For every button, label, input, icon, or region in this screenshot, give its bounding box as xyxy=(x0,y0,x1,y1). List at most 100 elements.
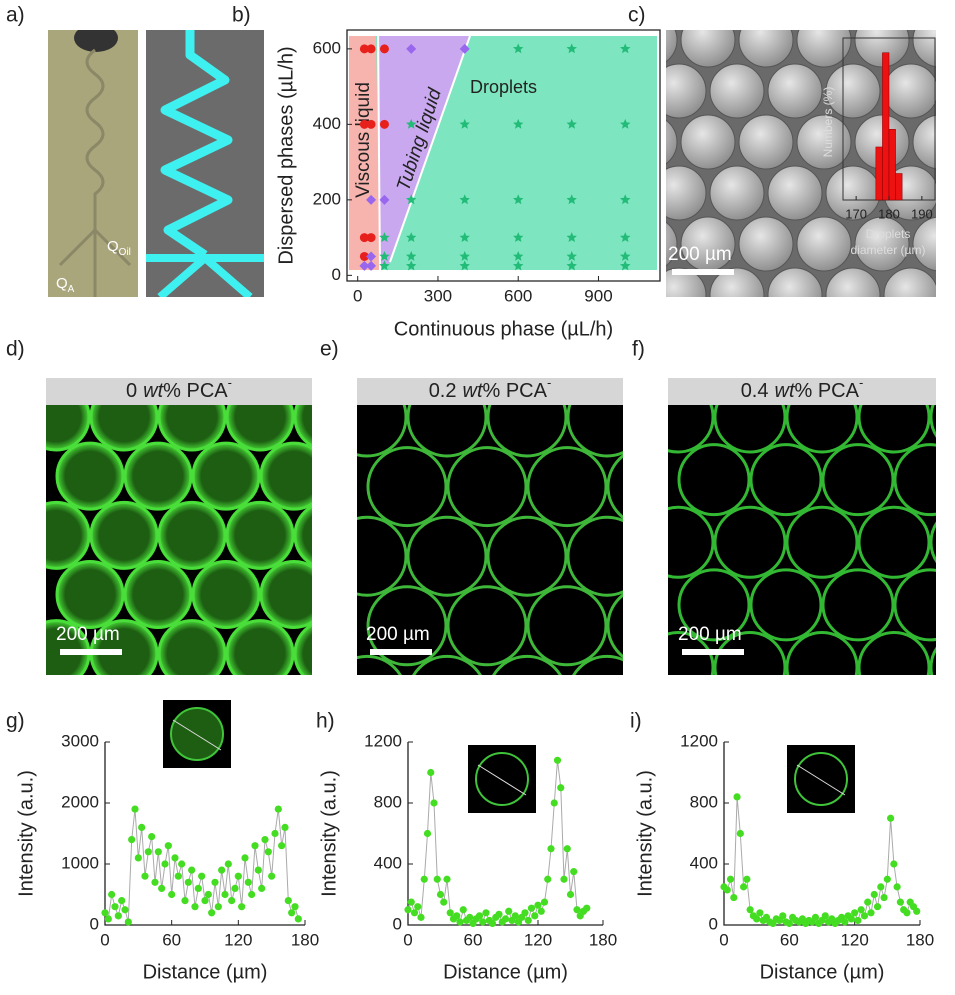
point xyxy=(366,260,377,271)
scale-bar xyxy=(682,649,744,655)
x-axis-label: Continuous phase (µL/h) xyxy=(394,318,613,340)
header-part: 0.2 xyxy=(429,380,457,402)
y-axis-label: Intensity (a.u.) xyxy=(15,770,37,897)
droplet xyxy=(929,521,936,564)
point xyxy=(537,907,545,915)
x-axis-label: Droplets xyxy=(866,227,911,241)
point xyxy=(151,878,159,886)
header-part: % PCA xyxy=(795,380,860,402)
point xyxy=(890,860,898,868)
x-tick-label: 300 xyxy=(424,286,452,305)
droplet xyxy=(709,267,765,297)
point xyxy=(359,233,369,243)
y-tick-label: 400 xyxy=(374,853,402,872)
point xyxy=(733,793,741,801)
header-part: - xyxy=(547,375,551,390)
point xyxy=(261,836,269,844)
y-axis-label: Intensity (a.u.) xyxy=(634,770,656,897)
point xyxy=(144,848,152,856)
point xyxy=(482,909,490,917)
point xyxy=(870,890,878,899)
droplet xyxy=(157,405,227,452)
x-tick-label: 170 xyxy=(845,206,867,221)
point xyxy=(284,897,292,905)
header-part: wt xyxy=(775,380,796,402)
panel-label: c) xyxy=(628,4,646,27)
scale-bar xyxy=(672,269,734,275)
point xyxy=(366,44,376,54)
fluorescence-image xyxy=(668,405,936,675)
y-tick-label: 400 xyxy=(313,114,341,133)
x-tick-label: 190 xyxy=(911,206,933,221)
x-axis-label: diameter (µm) xyxy=(851,243,926,257)
droplet xyxy=(89,405,159,452)
droplet xyxy=(227,739,293,805)
point xyxy=(883,875,891,883)
point xyxy=(264,848,272,856)
point xyxy=(124,918,132,926)
droplet xyxy=(406,515,488,597)
x-tick-label: 600 xyxy=(504,286,532,305)
droplet xyxy=(666,63,707,119)
phase-regions xyxy=(349,35,657,271)
point xyxy=(174,872,182,880)
scale-bar xyxy=(370,649,432,655)
droplet xyxy=(893,568,936,642)
inset-profile xyxy=(172,719,222,751)
y-tick-label: 3000 xyxy=(61,731,99,750)
droplet xyxy=(357,654,402,675)
point xyxy=(566,118,577,129)
point xyxy=(513,232,524,242)
point xyxy=(524,916,532,925)
droplet xyxy=(738,216,794,272)
point xyxy=(785,919,793,928)
point xyxy=(178,860,186,868)
point xyxy=(204,890,212,899)
x-tick-label: 120 xyxy=(840,930,868,949)
droplet xyxy=(486,405,568,458)
x-tick-label: 120 xyxy=(524,930,552,949)
x-tick-label: 900 xyxy=(584,286,612,305)
header-bar xyxy=(46,378,312,405)
droplet xyxy=(738,114,794,170)
y-tick-label: 800 xyxy=(690,792,718,811)
point xyxy=(466,913,474,921)
droplet xyxy=(738,30,794,68)
droplet xyxy=(123,559,193,629)
point xyxy=(201,897,209,905)
y-axis-label: Intensity (a.u.) xyxy=(318,770,340,897)
droplet xyxy=(55,559,125,629)
droplet xyxy=(357,515,408,597)
point xyxy=(406,194,417,205)
fluorescence-image xyxy=(46,405,312,805)
point xyxy=(566,232,577,242)
droplet xyxy=(668,505,715,579)
droplet xyxy=(89,500,159,570)
inset-droplet xyxy=(475,752,529,806)
point xyxy=(234,872,242,880)
droplet xyxy=(191,559,261,629)
droplet xyxy=(883,63,936,119)
point xyxy=(557,784,565,792)
point xyxy=(753,915,761,923)
droplet xyxy=(225,500,295,570)
point xyxy=(501,915,510,923)
droplet xyxy=(854,216,910,272)
point xyxy=(459,194,470,205)
point xyxy=(570,868,578,876)
x-tick-label: 180 xyxy=(291,930,319,949)
point xyxy=(420,875,428,883)
point xyxy=(620,251,631,261)
point xyxy=(893,883,901,891)
x-tick-label: 0 xyxy=(353,286,362,305)
droplet xyxy=(55,441,125,511)
x-tick-label: 180 xyxy=(906,930,934,949)
droplet xyxy=(293,623,312,675)
flow-label-sub: Oil xyxy=(119,247,131,258)
point xyxy=(138,823,146,832)
point xyxy=(756,909,764,917)
point xyxy=(746,906,754,914)
point xyxy=(479,918,487,926)
droplet xyxy=(157,619,227,675)
